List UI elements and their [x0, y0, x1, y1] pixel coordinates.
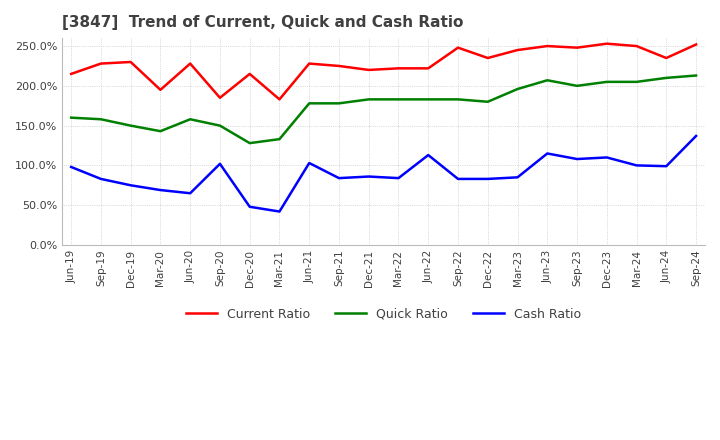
Current Ratio [335, 63, 343, 69]
Current Ratio [126, 59, 135, 65]
Quick Ratio [335, 101, 343, 106]
Quick Ratio [126, 123, 135, 128]
Quick Ratio [483, 99, 492, 104]
Cash Ratio [246, 204, 254, 209]
Cash Ratio [513, 175, 522, 180]
Cash Ratio [692, 133, 701, 139]
Quick Ratio [364, 97, 373, 102]
Line: Current Ratio: Current Ratio [71, 44, 696, 99]
Current Ratio [543, 44, 552, 49]
Quick Ratio [513, 86, 522, 92]
Line: Cash Ratio: Cash Ratio [71, 136, 696, 212]
Current Ratio [603, 41, 611, 46]
Quick Ratio [96, 117, 105, 122]
Cash Ratio [305, 160, 313, 165]
Cash Ratio [126, 183, 135, 188]
Line: Quick Ratio: Quick Ratio [71, 76, 696, 143]
Quick Ratio [572, 83, 581, 88]
Current Ratio [692, 42, 701, 47]
Current Ratio [67, 71, 76, 77]
Cash Ratio [215, 161, 224, 166]
Current Ratio [662, 55, 670, 61]
Quick Ratio [246, 140, 254, 146]
Cash Ratio [543, 151, 552, 156]
Cash Ratio [156, 187, 165, 193]
Cash Ratio [96, 176, 105, 182]
Text: [3847]  Trend of Current, Quick and Cash Ratio: [3847] Trend of Current, Quick and Cash … [62, 15, 464, 30]
Current Ratio [305, 61, 313, 66]
Cash Ratio [662, 164, 670, 169]
Current Ratio [483, 55, 492, 61]
Legend: Current Ratio, Quick Ratio, Cash Ratio: Current Ratio, Quick Ratio, Cash Ratio [181, 303, 587, 326]
Quick Ratio [275, 136, 284, 142]
Cash Ratio [632, 163, 641, 168]
Cash Ratio [454, 176, 462, 182]
Quick Ratio [603, 79, 611, 84]
Cash Ratio [67, 165, 76, 170]
Quick Ratio [632, 79, 641, 84]
Current Ratio [246, 71, 254, 77]
Quick Ratio [156, 128, 165, 134]
Quick Ratio [305, 101, 313, 106]
Cash Ratio [364, 174, 373, 179]
Quick Ratio [215, 123, 224, 128]
Quick Ratio [186, 117, 194, 122]
Quick Ratio [692, 73, 701, 78]
Current Ratio [96, 61, 105, 66]
Quick Ratio [454, 97, 462, 102]
Current Ratio [215, 95, 224, 100]
Current Ratio [632, 44, 641, 49]
Current Ratio [454, 45, 462, 50]
Quick Ratio [543, 77, 552, 83]
Cash Ratio [186, 191, 194, 196]
Cash Ratio [572, 156, 581, 161]
Cash Ratio [603, 155, 611, 160]
Quick Ratio [662, 75, 670, 81]
Cash Ratio [335, 176, 343, 181]
Current Ratio [275, 97, 284, 102]
Cash Ratio [424, 152, 433, 158]
Current Ratio [513, 48, 522, 53]
Current Ratio [364, 67, 373, 73]
Cash Ratio [483, 176, 492, 182]
Quick Ratio [394, 97, 402, 102]
Cash Ratio [275, 209, 284, 214]
Current Ratio [186, 61, 194, 66]
Quick Ratio [67, 115, 76, 120]
Current Ratio [424, 66, 433, 71]
Current Ratio [572, 45, 581, 50]
Cash Ratio [394, 176, 402, 181]
Quick Ratio [424, 97, 433, 102]
Current Ratio [394, 66, 402, 71]
Current Ratio [156, 87, 165, 92]
